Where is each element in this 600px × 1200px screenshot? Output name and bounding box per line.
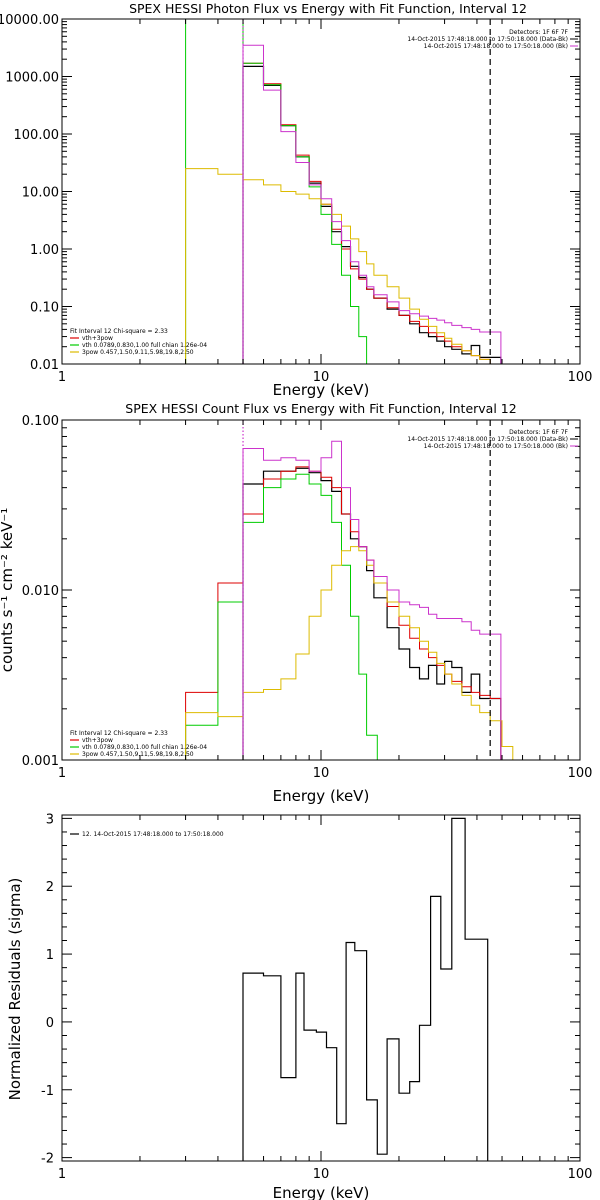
- chart-title: SPEX HESSI Count Flux vs Energy with Fit…: [125, 401, 516, 416]
- data-group: [242, 817, 489, 1161]
- header-line: 14-Oct-2015 17:48:18.000 to 17:50:18.000…: [424, 43, 568, 50]
- series-line: [185, 168, 501, 364]
- y-tick-label: 0.100: [22, 414, 59, 429]
- vline-group: [242, 19, 491, 364]
- y-tick-label: 10000.00: [0, 13, 59, 28]
- y-tick-label: 0.10: [30, 301, 59, 316]
- data-group: [185, 440, 524, 760]
- series-line: [242, 467, 502, 760]
- ticks-group: 1 10 100 0.001 0.010 0.100: [22, 414, 593, 781]
- legend-group: 12. 14-Oct-2015 17:48:18.000 to 17:50:18…: [70, 831, 224, 838]
- x-axis-label: Energy (keV): [273, 787, 370, 805]
- x-tick-label: 1: [58, 766, 66, 781]
- x-tick-label: 10: [313, 1167, 330, 1182]
- legend-entry: 3pow 0.457,1.50,9.11,5.98,19.8,2.50: [82, 349, 194, 356]
- legend-entry: vth+3pow: [82, 335, 113, 342]
- plot-frame: [61, 814, 581, 1162]
- header-line: 14-Oct-2015 17:48:18.000 to 17:50:18.000…: [424, 443, 568, 450]
- x-tick-label: 10: [313, 766, 330, 781]
- y-tick-label: -2: [41, 1152, 54, 1167]
- legend-group: Fit Interval 12 Chi-square = 2.33vth+3po…: [70, 328, 207, 356]
- y-axis-label: counts s⁻¹ cm⁻² keV⁻¹: [0, 508, 16, 673]
- y-tick-label: -1: [41, 1084, 54, 1099]
- y-tick-label: 100.00: [14, 128, 60, 143]
- legend-entry: vth 0.0789,0.830,1.00 full chian 1.26e-0…: [82, 744, 207, 751]
- ticks-group: 1 10 100 0.01 0.10 1.00 10.00 100.00 1000.00 1000…: [0, 13, 592, 385]
- y-tick-label: 10.00: [22, 186, 59, 201]
- series-line: [185, 19, 378, 364]
- y-axis-label: Normalized Residuals (sigma): [6, 878, 24, 1101]
- legend-entry: vth 0.0789,0.830,1.00 full chian 1.26e-0…: [82, 342, 207, 349]
- y-tick-label: 0.010: [22, 584, 59, 599]
- y-tick-label: 1000.00: [5, 71, 59, 86]
- legend-entry: vth+3pow: [82, 737, 113, 744]
- x-tick-label: 100: [568, 1167, 593, 1182]
- series-line: [242, 65, 502, 364]
- legend-entry: 12. 14-Oct-2015 17:48:18.000 to 17:50:18…: [82, 831, 224, 838]
- header-line: Detectors: 1F 6F 7F: [509, 29, 568, 36]
- ticks-group: 1 10 100 -2 -1 0 1 2 3: [41, 812, 592, 1182]
- y-tick-label: 0.01: [30, 358, 59, 373]
- y-tick-label: 0: [46, 1016, 54, 1031]
- residuals-panel: 1 10 100 -2 -1 0 1 2 3 Energy (keV) Normalized R…: [6, 812, 592, 1200]
- x-tick-label: 100: [568, 370, 593, 385]
- y-tick-label: 3: [46, 812, 54, 827]
- x-tick-label: 1: [58, 370, 66, 385]
- series-line: [242, 817, 489, 1161]
- series-line: [242, 440, 502, 760]
- header-line: 14-Oct-2015 17:48:18.000 to 17:50:18.000…: [407, 436, 568, 443]
- legend-group: Fit Interval 12 Chi-square = 2.33vth+3po…: [70, 730, 207, 758]
- chart-title: SPEX HESSI Photon Flux vs Energy with Fi…: [129, 1, 527, 16]
- legend-entry: 3pow 0.457,1.50,9.11,5.98,19.8,2.50: [82, 751, 194, 758]
- series-line: [242, 62, 501, 364]
- series-line: [185, 473, 378, 760]
- series-line: [185, 546, 524, 760]
- x-axis-label: Energy (keV): [273, 1184, 370, 1200]
- header-line: 14-Oct-2015 17:48:18.000 to 17:50:18.000…: [407, 36, 568, 43]
- header-line: Detectors: 1F 6F 7F: [509, 429, 568, 436]
- series-line: [242, 44, 502, 364]
- y-tick-label: 0.001: [22, 754, 59, 769]
- x-axis-label: Energy (keV): [273, 381, 370, 399]
- data-group: [185, 19, 502, 364]
- x-tick-label: 1: [58, 1167, 66, 1182]
- y-tick-label: 1: [46, 948, 54, 963]
- series-line: [185, 466, 502, 760]
- photon-flux-panel: SPEX HESSI Photon Flux vs Energy with Fi…: [0, 1, 592, 399]
- vline-group: [242, 420, 491, 760]
- y-tick-label: 2: [46, 880, 54, 895]
- y-tick-label: 1.00: [30, 243, 59, 258]
- x-tick-label: 10: [313, 370, 330, 385]
- legend-entry: Fit Interval 12 Chi-square = 2.33: [70, 328, 168, 335]
- legend-entry: Fit Interval 12 Chi-square = 2.33: [70, 730, 168, 737]
- x-tick-label: 100: [568, 766, 593, 781]
- count-flux-panel: SPEX HESSI Count Flux vs Energy with Fit…: [0, 401, 592, 805]
